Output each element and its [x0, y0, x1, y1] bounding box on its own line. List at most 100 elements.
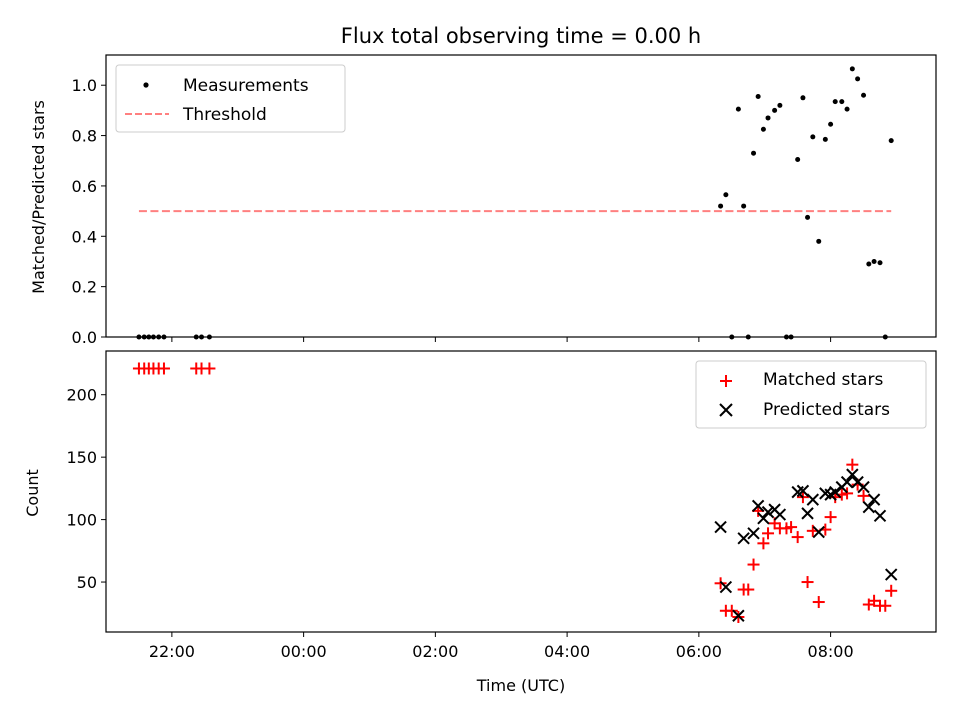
y-tick-label: 100	[66, 511, 97, 530]
measurement-point	[866, 261, 872, 267]
predicted-star-marker	[829, 485, 842, 499]
measurement-point	[839, 99, 845, 105]
measurement-point	[735, 106, 741, 112]
bottom-axes: 50 100 150 200 22:00 00:00 02:00 04:00 06:00 08:0…	[66, 386, 853, 661]
predicted-star-marker	[719, 580, 733, 594]
predicted-star-marker	[761, 505, 775, 519]
matched-star-marker	[203, 362, 216, 375]
measurement-point	[861, 92, 867, 98]
predicted-star-marker	[846, 468, 859, 481]
measurement-point	[816, 238, 822, 244]
predicted-star-marker	[840, 475, 854, 489]
measurement-point	[877, 260, 883, 266]
x-tick-label: 02:00	[412, 642, 458, 661]
bottom-y-axis-label: Count	[23, 469, 42, 517]
measurement-point	[751, 150, 757, 156]
y-tick-label: 1.0	[72, 76, 97, 95]
legend-label-predicted: Predicted stars	[763, 400, 890, 420]
x-tick-label: 08:00	[808, 642, 854, 661]
measurement-point	[718, 203, 724, 209]
predicted-star-marker	[773, 508, 787, 521]
measurement-point	[755, 94, 761, 100]
predicted-star-marker	[714, 520, 727, 534]
predicted-star-marker	[867, 493, 881, 506]
y-tick-label: 150	[66, 448, 97, 467]
predicted-star-marker	[751, 499, 765, 513]
predicted-star-marker	[796, 484, 810, 498]
predicted-star-marker	[857, 480, 870, 494]
measurement-point	[760, 126, 766, 132]
predicted-star-marker	[806, 493, 820, 506]
predicted-star-marker	[801, 507, 814, 520]
matched-star-marker	[762, 527, 775, 540]
legend-label-measurements: Measurements	[183, 76, 309, 96]
measurement-point	[723, 192, 729, 198]
matched-star-marker	[747, 558, 760, 571]
legend-marker-matched	[720, 375, 732, 387]
y-tick-label: 0.4	[72, 227, 97, 246]
x-tick-label: 04:00	[544, 642, 590, 661]
y-tick-label: 0.0	[72, 328, 97, 347]
predicted-star-marker	[747, 527, 760, 540]
measurement-point	[772, 107, 778, 113]
top-axes: 0.0 0.2 0.4 0.6 0.8 1.0	[72, 76, 832, 347]
y-tick-label: 50	[77, 573, 97, 592]
predicted-star-marker	[812, 525, 825, 539]
x-axis-label: Time (UTC)	[476, 676, 565, 695]
measurement-point	[832, 99, 838, 105]
predicted-star-marker	[737, 532, 750, 545]
x-tick-label: 22:00	[149, 642, 195, 661]
bottom-plot-area	[132, 362, 898, 624]
matched-star-marker	[714, 577, 727, 590]
measurement-point	[810, 134, 816, 140]
measurement-point	[822, 136, 828, 142]
matched-star-marker	[742, 583, 755, 596]
matched-star-marker	[824, 511, 837, 524]
y-tick-label: 0.2	[72, 278, 97, 297]
matched-star-marker	[857, 489, 870, 502]
bottom-legend: Matched stars Predicted stars	[695, 360, 927, 429]
measurement-point	[777, 102, 783, 108]
measurement-point	[741, 203, 747, 209]
matched-star-marker	[757, 537, 770, 550]
chart-title: Flux total observing time = 0.00 h	[341, 24, 701, 48]
measurement-point	[888, 138, 894, 144]
measurement-point	[844, 106, 850, 112]
legend-marker-predicted	[719, 403, 733, 417]
measurement-point	[765, 115, 771, 121]
measurement-point	[849, 66, 855, 72]
x-tick-label: 06:00	[676, 642, 722, 661]
measurement-point	[805, 214, 811, 220]
matched-star-marker	[801, 576, 814, 589]
matched-star-marker	[785, 521, 798, 534]
matched-star-marker	[846, 458, 859, 471]
predicted-star-marker	[873, 509, 887, 523]
top-legend: Measurements Threshold	[115, 64, 346, 133]
predicted-star-marker	[884, 568, 898, 581]
legend-label-threshold: Threshold	[182, 105, 267, 125]
measurement-point	[828, 121, 834, 127]
matched-star-marker	[885, 584, 898, 597]
top-y-axis-label: Matched/Predicted stars	[29, 100, 48, 294]
measurement-point	[795, 156, 801, 162]
bottom-axes-frame	[105, 350, 937, 633]
y-tick-label: 0.6	[72, 177, 97, 196]
predicted-star-marker	[862, 500, 876, 514]
matched-star-marker	[791, 531, 804, 544]
measurement-point	[871, 258, 877, 264]
x-tick-label: 00:00	[281, 642, 327, 661]
legend-marker-measurements	[143, 82, 149, 88]
predicted-star-marker	[757, 512, 770, 525]
y-tick-label: 0.8	[72, 127, 97, 146]
predicted-star-marker	[732, 609, 745, 622]
matched-star-marker	[812, 596, 825, 609]
matched-star-marker	[725, 604, 738, 617]
measurement-point	[855, 76, 861, 82]
matched-star-marker	[157, 362, 170, 375]
measurement-point	[800, 95, 806, 101]
legend-label-matched: Matched stars	[763, 370, 883, 390]
top-axes-frame	[105, 54, 937, 338]
matched-star-marker	[879, 599, 892, 612]
matched-star-marker	[841, 487, 854, 500]
